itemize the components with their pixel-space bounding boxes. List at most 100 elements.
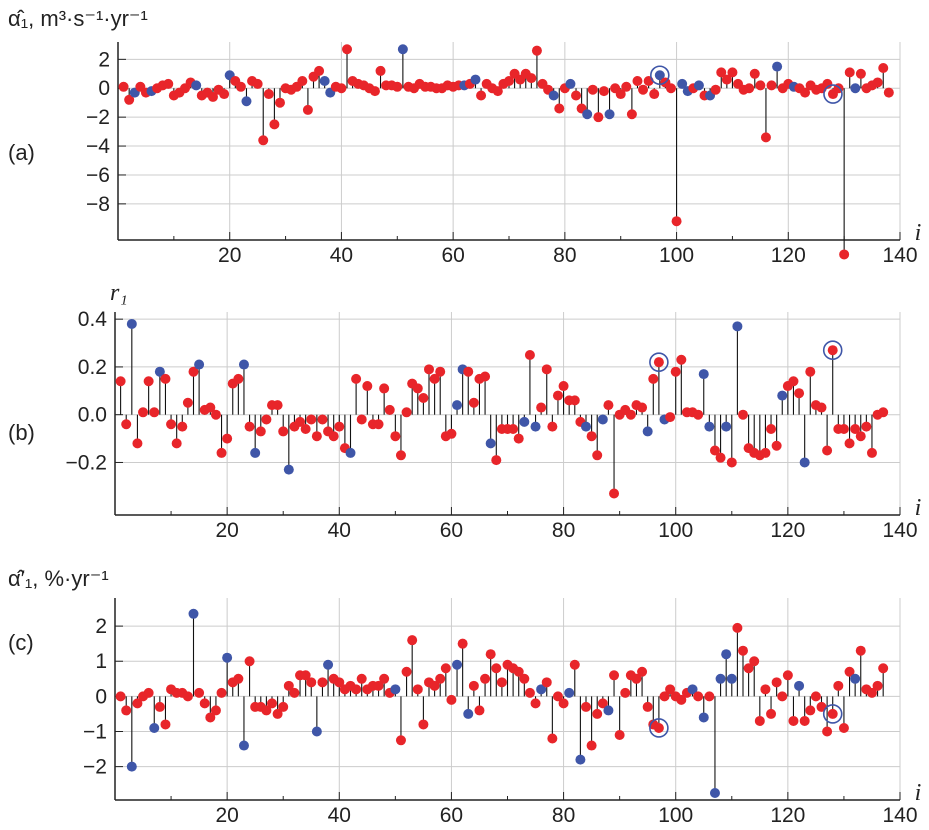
data-point	[547, 421, 558, 432]
data-point	[676, 694, 687, 705]
data-point	[727, 67, 738, 78]
data-point	[777, 390, 788, 401]
x-tick-label: 80	[552, 519, 575, 542]
data-point	[822, 445, 833, 456]
data-point	[401, 666, 412, 677]
data-point	[424, 364, 434, 375]
data-point	[480, 371, 491, 382]
data-point	[710, 84, 721, 95]
data-point	[115, 691, 126, 702]
data-point	[470, 74, 481, 85]
y-tick-label: 1	[95, 650, 107, 673]
data-point	[749, 656, 760, 667]
data-point	[272, 400, 283, 411]
data-point	[342, 44, 353, 55]
highlight-ring	[822, 704, 843, 724]
data-point	[311, 431, 322, 442]
data-point	[300, 424, 311, 435]
data-point	[866, 447, 877, 458]
data-point	[816, 701, 827, 712]
data-point	[715, 452, 726, 463]
data-point	[704, 421, 715, 432]
panel-label: (b)	[8, 420, 35, 445]
data-point	[297, 76, 308, 87]
data-point	[492, 86, 503, 97]
data-point	[838, 424, 849, 435]
x-tick-label: 100	[659, 244, 694, 267]
data-point	[541, 364, 552, 375]
data-point	[182, 691, 193, 702]
data-point	[317, 414, 328, 425]
x-tick-label: 100	[658, 804, 693, 827]
data-point	[508, 424, 519, 435]
x-tick-label: 40	[330, 244, 353, 267]
data-point	[345, 447, 356, 458]
data-point	[676, 354, 687, 365]
data-point	[632, 76, 643, 87]
data-point	[154, 366, 165, 377]
data-point	[642, 426, 653, 437]
data-point	[665, 412, 676, 423]
y-tick-label: 0.2	[78, 356, 107, 379]
data-point	[721, 74, 732, 85]
data-point	[126, 318, 137, 329]
data-point	[171, 438, 182, 449]
data-point	[760, 684, 771, 695]
data-point	[210, 705, 221, 716]
y-tick-label: 2	[98, 48, 110, 71]
x-tick-label: 120	[770, 519, 805, 542]
data-point	[698, 712, 709, 723]
data-point	[726, 457, 737, 468]
data-point	[726, 673, 737, 684]
y-tick-label: −8	[86, 193, 110, 216]
data-point	[805, 705, 816, 716]
data-point	[552, 691, 563, 702]
y-tick-label: −2	[86, 106, 110, 129]
data-point	[810, 691, 821, 702]
panel-label: (a)	[8, 140, 35, 165]
data-point	[571, 90, 582, 101]
data-point	[586, 431, 597, 442]
data-point	[749, 68, 760, 79]
data-point	[194, 359, 205, 370]
data-point	[163, 78, 174, 89]
data-point	[429, 373, 440, 384]
data-point	[621, 81, 632, 92]
y-tick-label: −6	[86, 164, 110, 187]
data-point	[233, 673, 244, 684]
data-point	[855, 645, 866, 656]
data-point	[274, 97, 285, 108]
data-point	[536, 402, 547, 413]
data-point	[334, 421, 345, 432]
data-point	[615, 89, 626, 100]
data-point	[519, 416, 530, 427]
data-point	[205, 402, 216, 413]
data-point	[872, 680, 883, 691]
data-point	[822, 726, 833, 737]
data-point	[878, 63, 889, 74]
data-point	[295, 416, 306, 427]
data-point	[855, 68, 866, 79]
data-point	[850, 424, 861, 435]
data-point	[638, 84, 649, 95]
data-point	[648, 373, 659, 384]
data-point	[754, 715, 765, 726]
data-point	[649, 89, 660, 100]
data-point	[766, 424, 777, 435]
data-point	[143, 376, 154, 387]
y-tick-label: 0.0	[78, 404, 107, 427]
data-point	[833, 680, 844, 691]
x-tick-label: 20	[215, 804, 238, 827]
data-point	[878, 407, 889, 418]
data-point	[558, 698, 569, 709]
data-point	[390, 684, 401, 695]
x-tick-label: 60	[441, 244, 464, 267]
data-point	[369, 86, 380, 97]
data-point	[827, 708, 838, 719]
data-point	[653, 357, 664, 368]
data-point	[883, 87, 894, 98]
data-point	[446, 428, 457, 439]
data-point	[177, 421, 188, 432]
data-point	[235, 81, 246, 92]
data-point	[822, 78, 833, 89]
